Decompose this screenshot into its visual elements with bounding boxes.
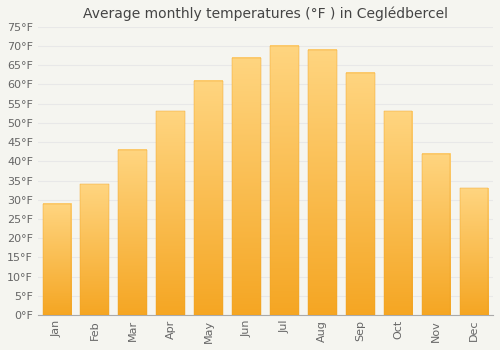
Bar <box>80 184 109 315</box>
Bar <box>194 80 223 315</box>
Bar <box>460 188 488 315</box>
Bar <box>232 57 260 315</box>
Bar <box>384 111 412 315</box>
Bar <box>308 50 336 315</box>
Bar <box>346 73 374 315</box>
Bar <box>42 204 71 315</box>
Bar <box>422 154 450 315</box>
Bar <box>156 111 185 315</box>
Title: Average monthly temperatures (°F ) in Ceglédbercel: Average monthly temperatures (°F ) in Ce… <box>83 7 448 21</box>
Bar <box>118 150 147 315</box>
Bar <box>270 46 298 315</box>
